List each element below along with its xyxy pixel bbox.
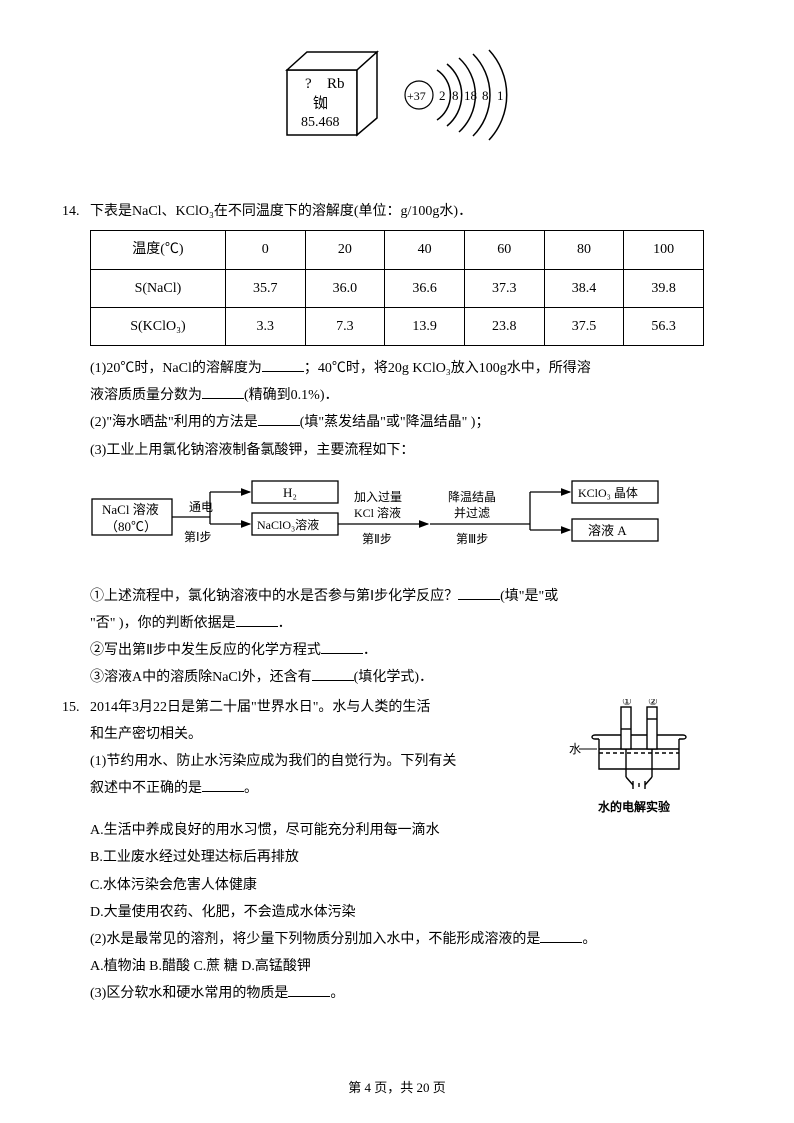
choice-c: C.水体污染会危害人体健康 xyxy=(90,873,704,898)
atom-center: +37 xyxy=(407,89,426,103)
solubility-table: 温度(℃) 0 20 40 60 80 100 S(NaCl) 35.7 36.… xyxy=(90,230,704,346)
box-name: 铷 xyxy=(313,95,328,112)
blank xyxy=(312,667,354,681)
svg-text:并过滤: 并过滤 xyxy=(454,506,490,520)
q14-p5: ②写出第Ⅱ步中发生反应的化学方程式． xyxy=(90,638,704,663)
box-question-mark: ? xyxy=(305,76,312,92)
flowchart-svg: NaCl 溶液 （80℃） H₂ NaClO₃溶液 KClO₃ 晶体 溶液 A … xyxy=(90,471,700,563)
shell-3: 8 xyxy=(482,88,489,103)
q15-p2: (2)水是最常见的溶剂，将少量下列物质分别加入水中，不能形成溶液的是。 xyxy=(90,927,704,952)
shell-0: 2 xyxy=(439,88,446,103)
choices-2: A.植物油 B.醋酸 C.蔗 糖 D.高锰酸钾 xyxy=(90,954,704,979)
table-row: S(NaCl) 35.7 36.0 36.6 37.3 38.4 39.8 xyxy=(91,269,704,307)
q15-number: 15. xyxy=(62,695,80,720)
question-14: 14. 下表是NaCl、KClO₃在不同温度下的溶解度(单位：g/100g水)．… xyxy=(90,199,704,690)
blank xyxy=(202,778,244,792)
svg-text:水: 水 xyxy=(569,742,581,756)
q14-intro: 下表是NaCl、KClO₃在不同温度下的溶解度(单位：g/100g水)． xyxy=(90,199,704,224)
svg-text:溶液 A: 溶液 A xyxy=(588,523,627,538)
choice-d: D.大量使用农药、化肥，不会造成水体污染 xyxy=(90,900,704,925)
page-footer: 第 4 页，共 20 页 xyxy=(0,1076,794,1099)
q14-p6: ③溶液A中的溶质除NaCl外，还含有(填化学式)． xyxy=(90,665,704,690)
blank xyxy=(288,983,330,997)
q15-p3: (3)区分软水和硬水常用的物质是。 xyxy=(90,981,704,1006)
atom-box-svg: ? Rb 铷 85.468 +37 2 8 18 8 1 xyxy=(267,40,527,150)
svg-text:H₂: H₂ xyxy=(283,485,297,500)
shell-4: 1 xyxy=(497,88,504,103)
q14-p3: (3)工业上用氯化钠溶液制备氯酸钾，主要流程如下： xyxy=(90,438,704,463)
svg-text:②: ② xyxy=(648,699,658,708)
flowchart: NaCl 溶液 （80℃） H₂ NaClO₃溶液 KClO₃ 晶体 溶液 A … xyxy=(90,471,704,572)
svg-text:第Ⅱ步: 第Ⅱ步 xyxy=(362,532,392,546)
box-symbol: Rb xyxy=(327,76,345,92)
table-row: S(KClO₃) 3.3 7.3 13.9 23.8 37.5 56.3 xyxy=(91,307,704,345)
table-header-row: 温度(℃) 0 20 40 60 80 100 xyxy=(91,231,704,269)
q14-p2: (2)"海水晒盐"利用的方法是(填"蒸发结晶"或"降温结晶" )； xyxy=(90,410,704,435)
svg-text:降温结晶: 降温结晶 xyxy=(448,490,496,504)
svg-text:NaClO₃溶液: NaClO₃溶液 xyxy=(257,517,319,532)
figure-caption: 水的电解实验 xyxy=(564,797,704,819)
svg-text:KCl 溶液: KCl 溶液 xyxy=(354,505,401,520)
blank xyxy=(258,412,300,426)
svg-text:KClO₃ 晶体: KClO₃ 晶体 xyxy=(578,486,638,500)
blank xyxy=(236,613,278,627)
q14-p4: ①上述流程中，氯化钠溶液中的水是否参与第Ⅰ步化学反应？(填"是"或 xyxy=(90,584,704,609)
choice-a: A.生活中养成良好的用水习惯，尽可能充分利用每一滴水 xyxy=(90,818,704,843)
electrolysis-figure: 水 ① ② 水的电解实验 xyxy=(564,699,704,819)
blank xyxy=(540,929,582,943)
box-mass: 85.468 xyxy=(301,115,340,130)
th-temp: 温度(℃) xyxy=(91,231,226,269)
shell-2: 18 xyxy=(464,88,477,103)
blank xyxy=(321,640,363,654)
blank xyxy=(262,358,304,372)
electrolysis-svg: 水 ① ② xyxy=(569,699,699,795)
svg-text:第Ⅰ步: 第Ⅰ步 xyxy=(184,530,212,544)
q14-number: 14. xyxy=(62,199,80,224)
svg-text:通电: 通电 xyxy=(189,500,213,514)
rubidium-diagram: ? Rb 铷 85.468 +37 2 8 18 8 1 xyxy=(90,40,704,159)
svg-text:加入过量: 加入过量 xyxy=(354,490,402,504)
blank xyxy=(202,385,244,399)
blank xyxy=(458,586,500,600)
q14-p1: (1)20℃时，NaCl的溶解度为；40℃时，将20g KClO₃放入100g水… xyxy=(90,356,704,381)
shell-1: 8 xyxy=(452,88,459,103)
svg-text:（80℃）: （80℃） xyxy=(105,519,157,534)
svg-text:第Ⅲ步: 第Ⅲ步 xyxy=(456,532,488,546)
question-15: 15. xyxy=(90,695,704,1007)
svg-text:NaCl 溶液: NaCl 溶液 xyxy=(102,502,159,517)
svg-text:①: ① xyxy=(622,699,632,708)
choice-b: B.工业废水经过处理达标后再排放 xyxy=(90,845,704,870)
